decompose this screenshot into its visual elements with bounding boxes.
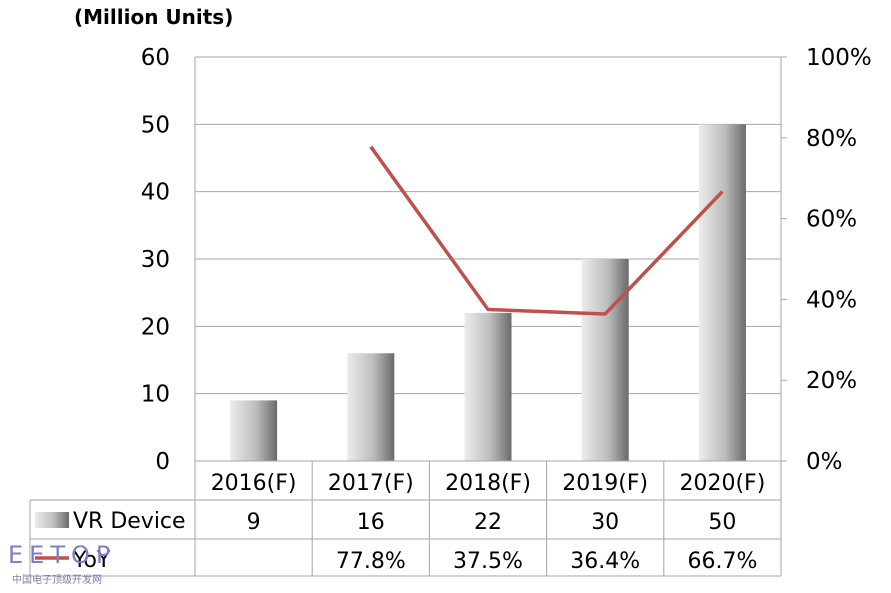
right-axis: 0% 20% 40% 60% 80% 100% [781,45,872,475]
legend-bar-swatch [35,512,69,528]
data-label: 9 [247,510,261,535]
category-label: 2017(F) [328,471,414,496]
left-tick-label: 0 [155,449,170,475]
left-tick-label: 50 [141,112,170,138]
bar [464,312,512,461]
data-label: 30 [591,510,619,535]
category-label: 2018(F) [445,471,531,496]
data-label: 16 [357,510,385,535]
category-label: 2019(F) [562,471,648,496]
right-tick-label: 0% [806,449,843,475]
right-tick-label: 20% [806,368,857,394]
line-series [369,145,724,316]
legend-label: VR Device [73,509,186,534]
bar [698,124,746,461]
data-label: 36.4% [570,549,640,574]
data-label: 22 [474,510,502,535]
bar-series [230,124,746,461]
data-label: 50 [708,510,736,535]
right-tick-label: 100% [806,45,872,71]
data-label: 66.7% [687,549,757,574]
left-tick-label: 30 [141,247,170,273]
left-tick-label: 40 [141,180,170,206]
bar [347,353,395,461]
left-tick-label: 20 [141,314,170,340]
watermark-logo: EETOP [8,541,116,569]
bar [581,259,629,461]
right-tick-label: 80% [806,126,857,152]
data-table: 2016(F) 2017(F) 2018(F) 2019(F) 2020(F) VR De… [29,460,782,577]
right-tick-label: 40% [806,287,857,313]
gridlines [194,56,782,462]
category-label: 2016(F) [211,471,297,496]
bar [230,400,278,461]
right-tick-label: 60% [806,207,857,233]
unit-label: (Million Units) [74,5,234,29]
left-tick-label: 10 [141,382,170,408]
watermark-subtext: 中国电子顶级开发网 [12,573,102,586]
yoy-line [369,145,724,316]
left-axis: 0 10 20 30 40 50 60 [141,45,170,475]
data-label: 77.8% [336,549,406,574]
category-label: 2020(F) [679,471,765,496]
left-tick-label: 60 [141,45,170,71]
legend-label: YoY [72,548,111,573]
watermark: EETOP 中国电子顶级开发网 [8,541,116,586]
data-label: 37.5% [453,549,523,574]
